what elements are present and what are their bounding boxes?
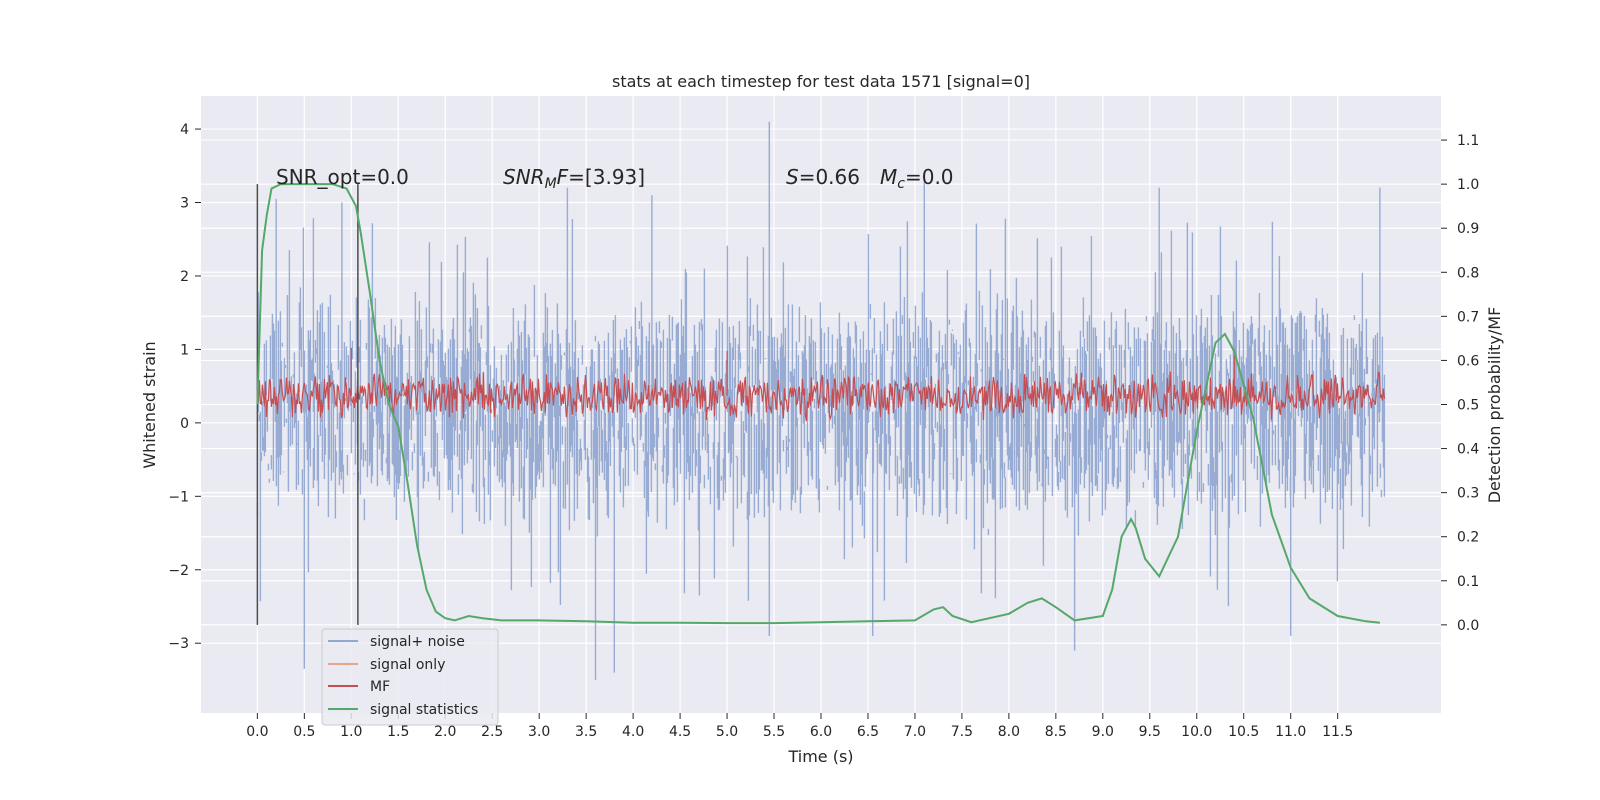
legend-label-noise: signal+ noise (370, 634, 465, 650)
x-axis-ticks: 0.0 0.5 1.0 1.5 2.0 2.5 3.0 3.5 4.0 4.5 5.0 5.5 6.0 6… (246, 713, 1353, 740)
y2-tick-label: 0.5 (1457, 398, 1479, 414)
x-tick-label: 3.0 (528, 724, 550, 740)
y-tick-label: −2 (168, 563, 189, 579)
legend: signal+ noise signal only MF signal stat… (321, 628, 499, 726)
y2-tick-label: 0.4 (1457, 442, 1479, 458)
x-tick-label: 11.0 (1275, 724, 1306, 740)
x-tick-label: 5.5 (763, 724, 785, 740)
y-tick-label: 4 (180, 122, 189, 138)
y2-tick-label: 1.1 (1457, 133, 1479, 149)
x-tick-label: 0.5 (293, 724, 315, 740)
y2-axis-label: Detection probability/MF (1485, 307, 1504, 504)
x-tick-label: 3.5 (575, 724, 597, 740)
legend-label-stats: signal statistics (370, 702, 478, 718)
x-tick-label: 8.5 (1045, 724, 1067, 740)
y-axis-ticks: 4 3 2 1 0 −1 −2 −3 (168, 122, 201, 652)
y-tick-label: −3 (168, 636, 189, 652)
x-tick-label: 8.0 (998, 724, 1020, 740)
x-axis-label: Time (s) (787, 747, 853, 766)
y-axis-label: Whitened strain (140, 341, 159, 468)
vertical-markers (256, 184, 359, 625)
snr-opt-annotation: SNR_opt=0.0 (276, 165, 409, 189)
x-tick-label: 2.5 (481, 724, 503, 740)
mc-annotation: Mc=0.0 (880, 165, 954, 192)
x-tick-label: 9.5 (1139, 724, 1161, 740)
y-tick-label: 1 (180, 342, 189, 358)
x-tick-label: 2.0 (434, 724, 456, 740)
y-tick-label: 0 (180, 416, 189, 432)
x-tick-label: 10.0 (1181, 724, 1212, 740)
x-tick-label: 7.0 (904, 724, 926, 740)
snr-mf-annotation: SNRMF=[3.93] (503, 165, 645, 192)
x-tick-label: 11.5 (1322, 724, 1353, 740)
x-tick-label: 4.5 (669, 724, 691, 740)
y2-tick-label: 0.7 (1457, 309, 1479, 325)
y2-tick-label: 0.3 (1457, 486, 1479, 502)
y2-tick-label: 0.0 (1457, 618, 1479, 634)
x-tick-label: 10.5 (1228, 724, 1259, 740)
x-tick-label: 7.5 (951, 724, 973, 740)
mf-series (256, 347, 1385, 422)
y2-tick-label: 0.9 (1457, 221, 1479, 237)
y2-tick-label: 0.2 (1457, 530, 1479, 546)
legend-label-signal: signal only (370, 657, 445, 673)
y-tick-label: −1 (168, 489, 189, 505)
signal-statistics-series (256, 183, 1380, 625)
legend-label-mf: MF (370, 679, 390, 695)
chart-title: stats at each timestep for test data 157… (612, 72, 1030, 91)
x-tick-label: 1.5 (387, 724, 409, 740)
y-tick-label: 3 (180, 196, 189, 212)
y2-tick-label: 1.0 (1457, 177, 1479, 193)
y2-axis-ticks: 1.1 1.0 0.9 0.8 0.7 0.6 0.5 0.4 0.3 0.2 0.1 0.0 (1441, 133, 1479, 634)
legend-box (321, 628, 499, 726)
y-tick-label: 2 (180, 269, 189, 285)
x-tick-label: 5.0 (716, 724, 738, 740)
y2-tick-label: 0.6 (1457, 353, 1479, 369)
x-tick-label: 6.0 (810, 724, 832, 740)
s-annotation: S=0.66 (786, 165, 860, 189)
x-tick-label: 6.5 (857, 724, 879, 740)
x-tick-label: 0.0 (246, 724, 268, 740)
mf-line (256, 347, 1385, 422)
x-tick-label: 1.0 (340, 724, 362, 740)
y2-tick-label: 0.1 (1457, 574, 1479, 590)
x-tick-label: 9.0 (1092, 724, 1114, 740)
y2-tick-label: 0.8 (1457, 265, 1479, 281)
x-tick-label: 4.0 (622, 724, 644, 740)
